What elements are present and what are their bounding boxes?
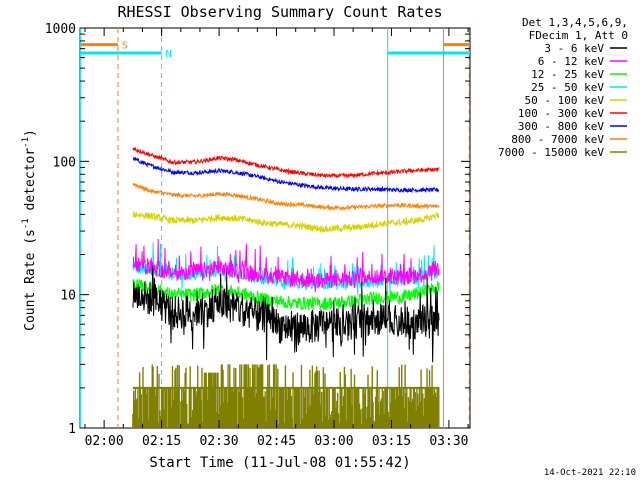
x-tick-label: 03:30 (429, 434, 468, 449)
x-tick-label: 03:00 (314, 434, 353, 449)
legend-entry-label: 800 - 7000 keV (511, 133, 604, 146)
series-line-300-800kev (132, 156, 440, 194)
series-line-12-25kev (132, 278, 440, 311)
chart-title: RHESSI Observing Summary Count Rates (117, 3, 442, 21)
state-bar-label-s: S (122, 41, 128, 52)
legend-entry-label: 3 - 6 keV (544, 42, 604, 55)
x-tick-label: 02:00 (85, 434, 124, 449)
legend-entry-label: 300 - 800 keV (518, 120, 604, 133)
series-line-50-100kev (132, 211, 440, 234)
x-axis-label: Start Time (11-Jul-08 01:55:42) (149, 455, 410, 471)
y-axis-label: Count Rate (s-1 detector-1) (21, 129, 38, 331)
legend-entry-label: 6 - 12 keV (538, 55, 605, 68)
legend-header-0: Det 1,3,4,5,6,9, (522, 16, 628, 29)
series-line-100-300kev (132, 146, 440, 179)
state-bar-label-n: N (166, 49, 172, 60)
x-tick-label: 02:30 (199, 434, 238, 449)
x-tick-label: 02:45 (257, 434, 296, 449)
legend-entry-label: 100 - 300 keV (518, 107, 604, 120)
legend: Det 1,3,4,5,6,9,FDecim 1, Att 03 - 6 keV… (498, 16, 628, 159)
series-line-6-12kev (132, 238, 440, 293)
y-tick-label: 10 (60, 289, 76, 304)
series-7000-15000-kev (132, 364, 440, 428)
y-tick-label: 100 (53, 155, 76, 170)
y-tick-label: 1000 (45, 22, 76, 37)
legend-entry-label: 25 - 50 keV (531, 81, 604, 94)
x-tick-label: 03:15 (372, 434, 411, 449)
plot-area: S N 02:00 02:15 02:30 02:45 03:00 03:15 03:30 1 10… (45, 22, 471, 449)
series-line-800-7000kev (132, 183, 440, 212)
timestamp: 14-Oct-2021 22:10 (544, 468, 636, 478)
legend-header-1: FDecim 1, Att 0 (529, 29, 628, 42)
legend-entry-label: 50 - 100 keV (525, 94, 605, 107)
legend-entry-label: 12 - 25 keV (531, 68, 604, 81)
series-line-3-6kev (132, 265, 440, 363)
x-tick-label: 02:15 (142, 434, 181, 449)
y-tick-label: 1 (68, 422, 76, 437)
legend-entry-label: 7000 - 15000 keV (498, 146, 604, 159)
